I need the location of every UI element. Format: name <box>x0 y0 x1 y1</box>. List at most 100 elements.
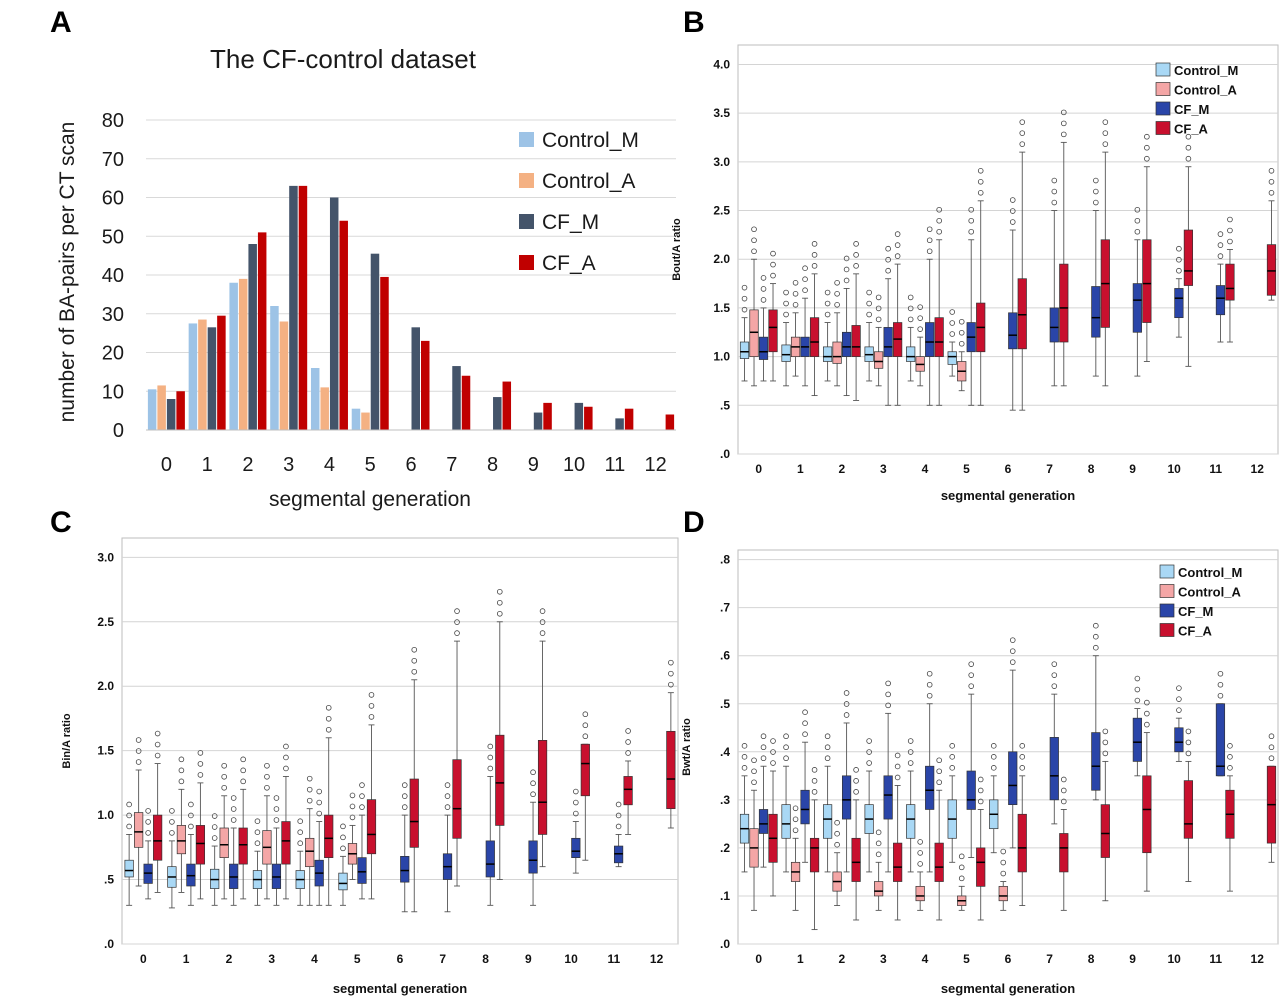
box-cf-m <box>925 765 935 810</box>
chart-a-bar-cf-a <box>584 406 593 430</box>
outlier-marker <box>487 765 494 772</box>
chart-x-axis-label: segmental generation <box>333 981 467 996</box>
outlier-marker <box>843 266 850 273</box>
outlier-marker <box>958 340 965 347</box>
chart-a-ytick-label: 60 <box>102 188 124 210</box>
outlier-marker <box>126 812 132 819</box>
outlier-marker <box>1019 765 1026 771</box>
outlier-marker <box>926 226 933 233</box>
outlier-marker <box>917 304 923 310</box>
box-cf-a <box>495 734 505 826</box>
chart-ytick-label: 2.5 <box>713 204 730 218</box>
outlier-marker <box>1051 661 1058 667</box>
box-cf-a <box>1183 229 1194 286</box>
outlier-marker <box>145 830 151 836</box>
outlier-marker <box>1102 141 1109 147</box>
outlier-marker <box>1102 739 1109 746</box>
outlier-marker <box>1227 754 1233 760</box>
outlier-marker <box>834 830 840 837</box>
outlier-marker <box>926 692 933 699</box>
box-cf-a <box>851 325 861 357</box>
outlier-marker <box>936 228 942 235</box>
outlier-marker <box>811 252 818 258</box>
outlier-marker <box>169 830 175 836</box>
box-cf-a <box>366 799 377 855</box>
outlier-marker <box>230 795 237 801</box>
outlier-marker <box>977 179 984 185</box>
outlier-marker <box>211 813 218 819</box>
outlier-marker <box>760 286 767 292</box>
chart-ytick-label: .8 <box>720 553 730 567</box>
chart-a-bar-cf-m <box>207 327 217 430</box>
outlier-marker <box>1093 199 1099 206</box>
outlier-marker <box>917 315 923 321</box>
chart-legend-swatch <box>1159 603 1175 618</box>
chart-a-bar-control-a <box>320 387 329 430</box>
outlier-marker <box>316 799 323 806</box>
outlier-marker <box>1134 686 1141 693</box>
chart-a-title: The CF-control dataset <box>210 44 477 74</box>
box-cf-a <box>537 740 548 835</box>
chart-a-bar-control-m <box>310 368 320 430</box>
chart-xtick-label: 6 <box>397 952 404 966</box>
chart-xtick-label: 12 <box>1251 462 1265 476</box>
outlier-marker <box>273 806 280 812</box>
outlier-marker <box>496 599 503 606</box>
box-control-m <box>822 804 833 839</box>
chart-a-bar-cf-a <box>624 408 634 430</box>
chart-a-xtick-label: 2 <box>242 454 253 476</box>
box-cf-m <box>883 327 893 357</box>
outlier-marker <box>1144 710 1150 717</box>
chart-a-bar-cf-a <box>543 402 552 430</box>
chart-y-axis-label: Bout/A ratio <box>671 218 683 281</box>
outlier-marker <box>411 657 418 664</box>
chart-a-xtick-label: 3 <box>283 454 294 476</box>
outlier-marker <box>1217 253 1224 259</box>
chart-xtick-label: 10 <box>564 952 578 966</box>
outlier-marker <box>615 801 622 808</box>
chart-xtick-label: 8 <box>1088 952 1095 966</box>
outlier-marker <box>1185 155 1192 162</box>
outlier-marker <box>1060 798 1067 805</box>
chart-xtick-label: 5 <box>354 952 361 966</box>
outlier-marker <box>306 775 313 782</box>
chart-a-legend-label: Control_M <box>542 129 639 152</box>
outlier-marker <box>875 294 882 301</box>
outlier-marker <box>188 812 194 819</box>
outlier-marker <box>926 237 933 244</box>
outlier-marker <box>792 279 799 286</box>
box-cf-a <box>1183 780 1194 839</box>
chart-a-ytick-label: 50 <box>102 226 124 248</box>
outlier-marker <box>751 768 757 775</box>
outlier-marker <box>741 743 748 749</box>
outlier-marker <box>1268 168 1275 174</box>
chart-xtick-label: 7 <box>1046 462 1053 476</box>
box-cf-m <box>1091 286 1101 338</box>
chart-x-axis-label: segmental generation <box>941 981 1075 996</box>
box-control-a <box>134 812 144 848</box>
outlier-marker <box>949 331 956 337</box>
box-cf-a <box>1017 278 1027 350</box>
chart-xtick-label: 3 <box>880 952 887 966</box>
outlier-marker <box>1093 633 1099 640</box>
outlier-marker <box>530 769 536 776</box>
outlier-marker <box>221 762 227 769</box>
outlier-marker <box>615 812 622 819</box>
chart-a-bar-cf-a <box>461 375 471 430</box>
outlier-marker <box>885 702 891 709</box>
outlier-marker <box>741 284 748 291</box>
outlier-marker <box>1093 644 1099 651</box>
chart-legend-label: CF_M <box>1174 102 1209 117</box>
box-cf-a <box>281 821 291 865</box>
outlier-marker <box>834 819 840 826</box>
outlier-marker <box>154 730 161 737</box>
chart-ytick-label: 2.5 <box>97 615 114 629</box>
outlier-marker <box>145 808 151 814</box>
outlier-marker <box>573 810 579 817</box>
outlier-marker <box>1217 692 1224 699</box>
outlier-marker <box>792 805 799 812</box>
outlier-marker <box>760 297 767 303</box>
box-cf-a <box>809 317 820 357</box>
box-cf-a <box>1142 775 1152 854</box>
